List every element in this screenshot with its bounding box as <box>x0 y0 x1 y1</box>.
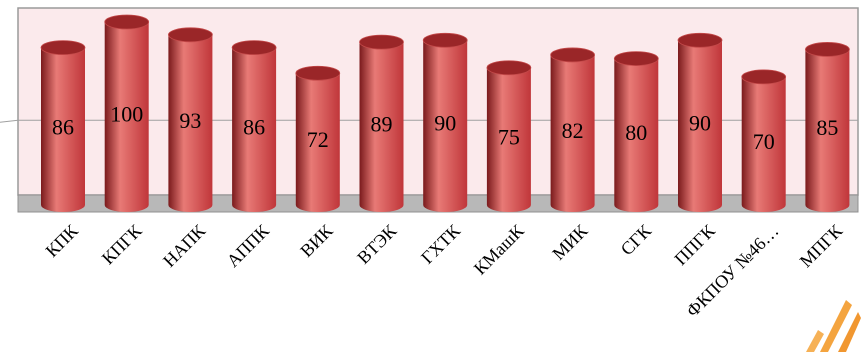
watermark-decoration <box>806 300 861 352</box>
bar-body <box>168 34 213 213</box>
data-label: 93 <box>179 108 201 133</box>
bar-body <box>295 73 340 213</box>
bar-top <box>741 69 787 85</box>
category-label: МИК <box>548 220 592 264</box>
bar: 86 <box>231 40 277 213</box>
bar-body <box>104 22 149 212</box>
bar-body <box>232 47 277 213</box>
bar-top <box>231 40 277 56</box>
data-label: 86 <box>52 114 74 139</box>
data-label: 100 <box>110 102 143 127</box>
bar: 89 <box>359 34 404 212</box>
category-label: МПГК <box>796 220 847 271</box>
data-label: 90 <box>689 111 711 136</box>
category-label: КПК <box>42 220 83 261</box>
stamp-stroke <box>838 312 861 352</box>
bar: 90 <box>677 32 723 212</box>
data-label: 90 <box>434 111 456 136</box>
bar-top <box>40 40 86 56</box>
bar-top <box>359 34 404 50</box>
data-label: 75 <box>498 124 520 149</box>
bar-top <box>550 47 595 63</box>
data-label: 86 <box>243 114 265 139</box>
category-label: НАПК <box>159 220 210 271</box>
category-label: ГХТК <box>417 220 465 268</box>
gridline-side <box>0 119 19 123</box>
category-labels: КПК КПГК НАПК АППК ВИК ВТЭК ГХТК КМашК МИК СГК ППГ… <box>42 220 847 321</box>
category-label: АППК <box>223 220 274 271</box>
bar-top <box>167 27 213 43</box>
bar: 85 <box>805 42 850 213</box>
data-label: 82 <box>562 118 584 143</box>
data-label: 89 <box>371 112 393 137</box>
bar-top <box>422 32 468 48</box>
bar: 80 <box>613 51 659 212</box>
bar-top <box>486 60 532 76</box>
bar-top <box>805 42 850 57</box>
bar-top <box>613 51 659 66</box>
data-label: 70 <box>753 129 775 154</box>
data-label: 85 <box>816 115 838 140</box>
bar-body <box>359 42 404 212</box>
bar-body <box>41 47 85 213</box>
bar: 72 <box>295 65 341 213</box>
bar: 75 <box>486 60 532 212</box>
bar-body <box>550 54 595 212</box>
bar-top <box>295 65 341 81</box>
category-label: ППГК <box>670 220 719 269</box>
bar: 93 <box>167 27 213 213</box>
bar: 90 <box>422 32 468 212</box>
data-label: 80 <box>625 120 647 145</box>
category-label: КПГК <box>98 220 146 268</box>
bar: 100 <box>104 14 150 212</box>
bar-body <box>741 76 786 213</box>
bar-top <box>677 32 723 48</box>
stamp-stroke <box>820 300 852 352</box>
category-label: ВТЭК <box>353 220 401 268</box>
bar-body <box>614 58 659 212</box>
bar-body <box>805 49 850 213</box>
bar: 86 <box>40 40 86 213</box>
data-label: 72 <box>307 127 329 152</box>
bars-group: 86 100 93 86 72 89 90 75 82 80 90 70 85 <box>40 14 850 213</box>
bar-top <box>104 14 150 30</box>
bar-body <box>423 40 468 212</box>
category-label: КМашК <box>470 220 529 279</box>
bar-body <box>678 40 722 212</box>
category-label: ВИК <box>296 220 337 261</box>
bar: 82 <box>550 47 595 212</box>
bar-body <box>486 67 531 212</box>
bar: 70 <box>741 69 787 213</box>
stamp-stroke <box>806 330 824 352</box>
category-label: СГК <box>617 220 656 259</box>
